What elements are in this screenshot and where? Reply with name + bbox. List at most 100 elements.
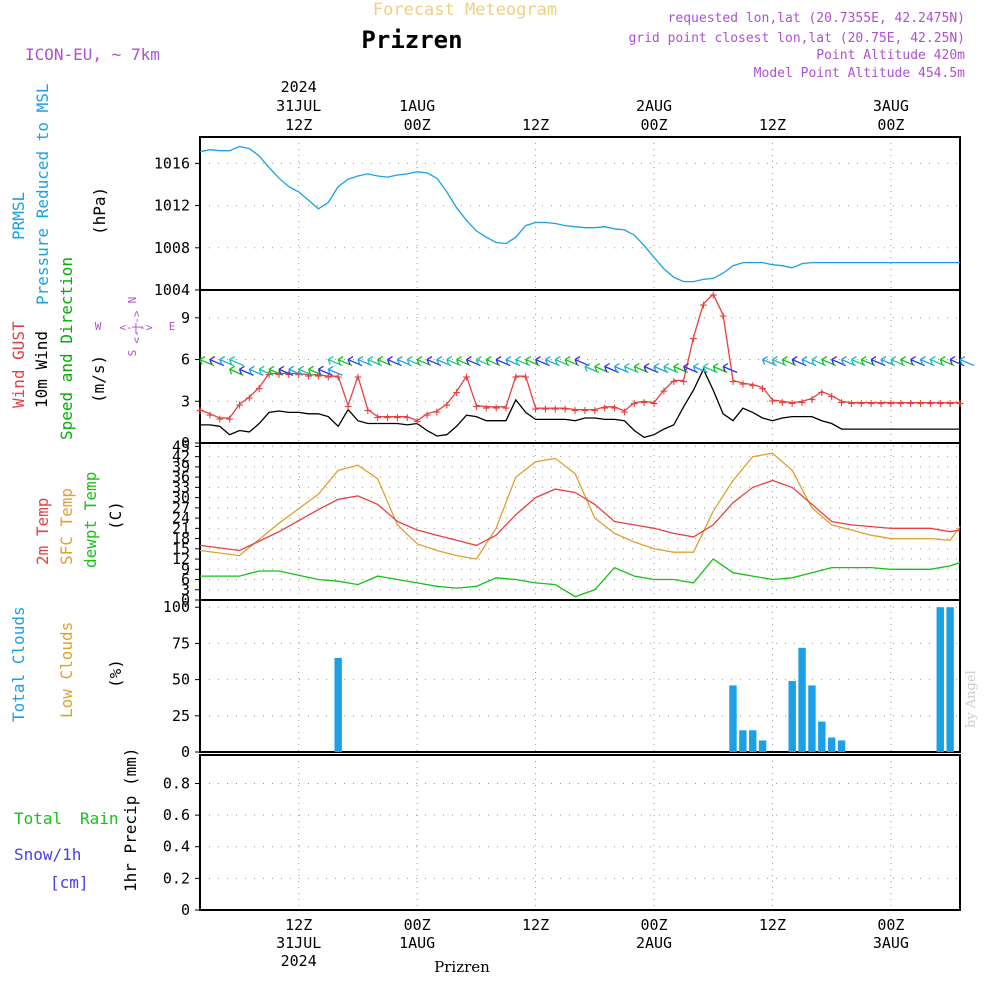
wind-arrow-head (229, 365, 235, 375)
top-time-label: 00Z (877, 116, 904, 134)
top-time-label: 31JUL (276, 97, 321, 115)
gust-marker: + (245, 391, 253, 406)
compass-rose-icon: N S W E <-|-> <-|-> (95, 297, 176, 357)
gust-marker: + (472, 399, 480, 414)
gust-marker: + (907, 397, 915, 412)
gust-marker: + (887, 397, 895, 412)
model-altitude: Model Point Altitude 454.5m (754, 66, 965, 81)
cloud-bar (837, 740, 846, 752)
top-time-label: 00Z (640, 116, 667, 134)
gust-marker: + (848, 397, 856, 412)
temp-tick-label: 42 (172, 448, 190, 466)
temp-tick-label: 3 (181, 581, 190, 599)
temp-tick-label: 6 (181, 571, 190, 589)
wind-arrow-head (288, 365, 295, 375)
wind-arrow-head (791, 355, 798, 365)
gust-marker: + (630, 397, 638, 412)
wind-arrow-head (367, 355, 374, 365)
wind-tick-label: 0 (181, 434, 190, 452)
gust-marker: + (956, 397, 964, 412)
clouds-frame (199, 599, 961, 753)
clouds-panel: 0 25 50 75 100 (163, 598, 961, 761)
gust-marker: + (808, 392, 816, 407)
wind-arrow-head (643, 362, 650, 372)
gust-marker: + (285, 367, 293, 382)
wind-arrow-head (278, 365, 285, 375)
temp-tick-label: 33 (172, 478, 190, 496)
gust-marker: + (236, 398, 244, 413)
wind-arrow-head (821, 355, 828, 365)
gust-marker: + (838, 395, 846, 410)
gust-marker: + (739, 377, 747, 392)
gust-marker: + (324, 370, 332, 385)
pressure-label-1: PRMSL (9, 192, 28, 240)
gust-marker: + (265, 367, 273, 382)
wind-arrow-head (574, 355, 581, 365)
clouds-tick-label: 0 (181, 743, 190, 761)
pressure-tick-label: 1008 (154, 239, 190, 257)
gust-marker: + (443, 398, 451, 413)
rain-label: Rain (80, 809, 119, 828)
gust-marker: + (690, 331, 698, 346)
wind-arrow-head (910, 355, 916, 365)
bottom-time-label: 00Z (877, 916, 904, 934)
gust-marker: + (502, 401, 510, 416)
pressure-frame (199, 136, 961, 291)
wind-arrow-head (485, 355, 492, 365)
wind-tick-label: 3 (181, 392, 190, 410)
wind-arrow-head (229, 355, 235, 365)
gust-marker: + (798, 395, 806, 410)
clouds-tick-label: 50 (172, 671, 190, 689)
gust-marker: + (561, 402, 569, 417)
bottom-time-label: 2024 (281, 952, 317, 970)
wind-gust-line (199, 293, 960, 422)
wind-arrow-head (939, 355, 946, 365)
wind-arrow-head (317, 365, 324, 375)
wind-arrow-head (584, 362, 591, 372)
clouds-unit: (%) (106, 659, 125, 688)
bottom-time-label: 00Z (640, 916, 667, 934)
cloud-bar (818, 721, 826, 752)
t2m-line (199, 479, 961, 552)
top-time-label: 12Z (522, 116, 549, 134)
top-time-label: 3AUG (873, 97, 909, 115)
wind-arrow-head (781, 355, 788, 365)
top-time-label: 1AUG (399, 97, 435, 115)
gust-marker: + (660, 384, 668, 399)
dewpt-label: dewpt Temp (81, 472, 100, 568)
pressure-tick-label: 1012 (154, 197, 190, 215)
gust-marker: + (393, 411, 401, 426)
wind-arrow-head (959, 355, 966, 365)
bottom-time-label: 12Z (759, 916, 786, 934)
pressure-tick-label: 1016 (154, 154, 190, 172)
wind-direction-arrow (229, 358, 244, 367)
product-title: Forecast Meteogram (373, 0, 557, 20)
gust-marker: + (551, 402, 559, 417)
gust-marker: + (413, 415, 421, 430)
wind-direction-arrow (328, 368, 343, 376)
gust-marker: + (680, 374, 688, 389)
location-title: Prizren (361, 26, 462, 54)
bottom-time-label: 2AUG (636, 934, 672, 952)
credit: by Angel (964, 670, 979, 728)
sfc-temp-line (199, 452, 961, 560)
wind-arrow-head (613, 362, 620, 372)
temp-tick-label: 18 (172, 530, 190, 548)
gust-marker: + (492, 401, 500, 416)
cloud-bar (739, 730, 747, 752)
wind-arrow-head (653, 362, 660, 372)
wind-arrow-head (377, 355, 383, 365)
wind-arrow-head (475, 355, 482, 365)
wind-arrow-head (416, 355, 423, 365)
cloud-bar (758, 740, 767, 752)
clouds-tick-label: 75 (172, 634, 190, 652)
gust-marker: + (591, 404, 599, 419)
wind-direction-arrow (574, 358, 590, 367)
wind-arrow-head (258, 365, 265, 375)
gust-marker: + (334, 370, 342, 385)
wind-arrow-head (712, 362, 719, 372)
wind-tick-label: 6 (181, 351, 190, 369)
top-time-label: 12Z (285, 116, 312, 134)
